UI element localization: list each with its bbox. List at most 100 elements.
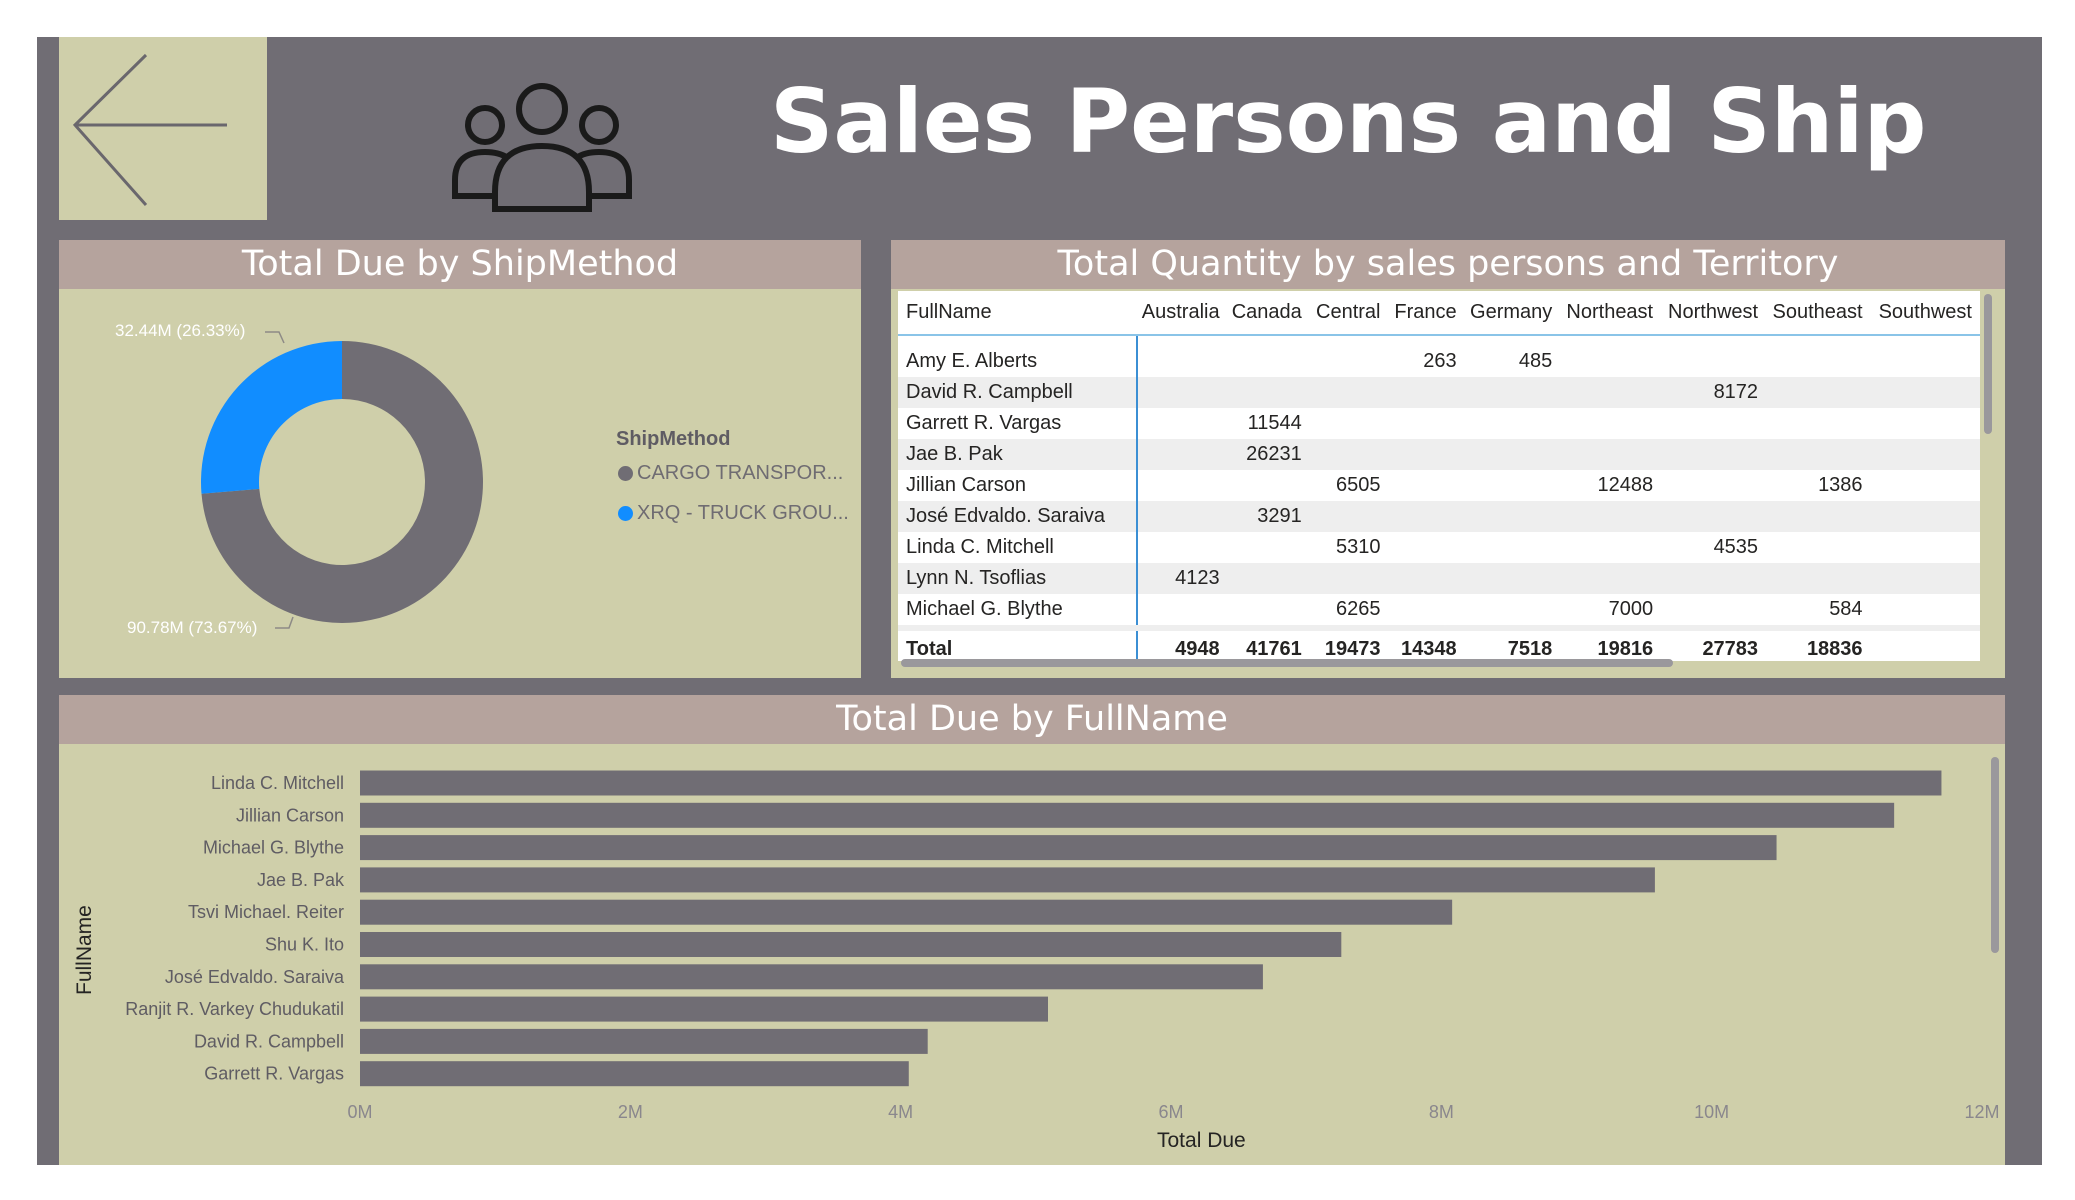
- row-name: Jae B. Pak: [898, 439, 1138, 470]
- cell: [1661, 501, 1767, 532]
- y-axis-title: FullName: [73, 905, 96, 995]
- bar[interactable]: [360, 1061, 909, 1087]
- bar[interactable]: [360, 867, 1655, 893]
- bar[interactable]: [360, 835, 1777, 861]
- table-row: Linda C. Mitchell 5310 4535: [898, 532, 1980, 563]
- donut-chart: [201, 331, 484, 629]
- x-tick-label: 8M: [1429, 1102, 1454, 1122]
- cell: [1766, 335, 1871, 377]
- legend-label-cargo: CARGO TRANSPOR...: [637, 462, 844, 484]
- col-header-canada[interactable]: Canada: [1227, 291, 1310, 336]
- cell: [1309, 377, 1389, 408]
- matrix-horizontal-scrollbar[interactable]: [901, 659, 1673, 667]
- cell: [1464, 439, 1561, 470]
- x-tick-label: 6M: [1158, 1102, 1183, 1122]
- cell: [1227, 470, 1310, 501]
- col-header-southeast[interactable]: Southeast: [1766, 291, 1871, 336]
- cell: [1309, 501, 1389, 532]
- bar[interactable]: [360, 932, 1342, 957]
- x-tick-label: 2M: [618, 1102, 643, 1122]
- cell: [1870, 377, 1980, 408]
- col-header-central[interactable]: Central: [1309, 291, 1389, 336]
- donut-label-xrq: 32.44M (26.33%): [115, 321, 246, 340]
- bar-chart-scrollbar[interactable]: [1991, 757, 1999, 953]
- total-cell: 14348: [1388, 625, 1465, 661]
- cell: [1661, 408, 1767, 439]
- cell: [1136, 594, 1228, 628]
- cell: [1388, 594, 1465, 628]
- row-name: José Edvaldo. Saraiva: [898, 501, 1138, 532]
- donut-label-cargo: 90.78M (73.67%): [127, 618, 258, 637]
- bar[interactable]: [360, 964, 1263, 990]
- cell: [1560, 563, 1662, 594]
- cell: 4535: [1661, 532, 1767, 563]
- col-header-southwest[interactable]: Southwest: [1870, 291, 1980, 336]
- y-tick-label: Linda C. Mitchell: [211, 773, 344, 793]
- cell: [1464, 563, 1561, 594]
- cell: [1766, 408, 1871, 439]
- donut-chart-panel: Total Due by ShipMethod 32.44M (26.33%) …: [59, 240, 861, 678]
- table-row: David R. Campbell 8172: [898, 377, 1980, 408]
- cell: [1560, 501, 1662, 532]
- col-header-northeast[interactable]: Northeast: [1560, 291, 1662, 336]
- row-name: Amy E. Alberts: [898, 335, 1138, 377]
- cell: 7000: [1560, 594, 1662, 628]
- matrix-header-row: FullName Australia Canada Central France…: [898, 291, 1980, 336]
- bar[interactable]: [360, 802, 1895, 828]
- cell: [1464, 594, 1561, 628]
- total-cell: 41761: [1227, 625, 1310, 661]
- cell: [1136, 501, 1228, 532]
- bar-chart-panel: Total Due by FullName Linda C. Mitchell J…: [59, 695, 2005, 1165]
- cell: [1388, 439, 1465, 470]
- col-header-australia[interactable]: Australia: [1136, 291, 1228, 336]
- cell: 8172: [1661, 377, 1767, 408]
- table-row: Jae B. Pak 26231: [898, 439, 1980, 470]
- cell: [1136, 470, 1228, 501]
- cell: 12488: [1560, 470, 1662, 501]
- cell: 5310: [1309, 532, 1389, 563]
- col-header-france[interactable]: France: [1388, 291, 1465, 336]
- cell: [1661, 439, 1767, 470]
- cell: [1388, 532, 1465, 563]
- total-cell: 27783: [1661, 625, 1767, 661]
- y-tick-label: David R. Campbell: [194, 1031, 344, 1051]
- table-row: Lynn N. Tsoflias 4123: [898, 563, 1980, 594]
- cell: [1661, 594, 1767, 628]
- back-button[interactable]: [59, 37, 267, 220]
- matrix-vertical-scrollbar[interactable]: [1984, 294, 1992, 434]
- cell: [1870, 563, 1980, 594]
- cell: [1870, 335, 1980, 377]
- col-header-germany[interactable]: Germany: [1464, 291, 1561, 336]
- cell: [1136, 377, 1228, 408]
- legend-item-cargo[interactable]: CARGO TRANSPOR...: [618, 462, 843, 485]
- bar[interactable]: [360, 996, 1048, 1022]
- cell: [1309, 439, 1389, 470]
- cell: [1227, 335, 1310, 377]
- matrix-title: Total Quantity by sales persons and Terr…: [891, 240, 2005, 289]
- bar[interactable]: [360, 1028, 928, 1054]
- total-cell: 7518: [1464, 625, 1561, 661]
- bar[interactable]: [360, 770, 1942, 796]
- cell: [1136, 439, 1228, 470]
- cell: [1309, 335, 1389, 377]
- x-tick-label: 0M: [347, 1102, 372, 1122]
- cell: [1309, 563, 1389, 594]
- cell: 263: [1388, 335, 1465, 377]
- legend-item-xrq[interactable]: XRQ - TRUCK GROU...: [618, 502, 849, 525]
- donut-slice-xrq[interactable]: [201, 341, 342, 494]
- cell: [1661, 563, 1767, 594]
- donut-slice-cargo[interactable]: [201, 341, 484, 623]
- x-tick-label: 4M: [888, 1102, 913, 1122]
- cell: [1464, 470, 1561, 501]
- total-cell: 19473: [1309, 625, 1389, 661]
- legend-dot-xrq: [618, 506, 633, 521]
- y-tick-label: Michael G. Blythe: [203, 838, 344, 858]
- cell: [1661, 335, 1767, 377]
- cell: [1661, 470, 1767, 501]
- cell: [1766, 501, 1871, 532]
- x-tick-label: 10M: [1694, 1102, 1729, 1122]
- bar[interactable]: [360, 899, 1453, 925]
- col-header-fullname[interactable]: FullName: [898, 291, 1137, 336]
- matrix-table-container: FullName Australia Canada Central France…: [898, 291, 1980, 661]
- col-header-northwest[interactable]: Northwest: [1661, 291, 1767, 336]
